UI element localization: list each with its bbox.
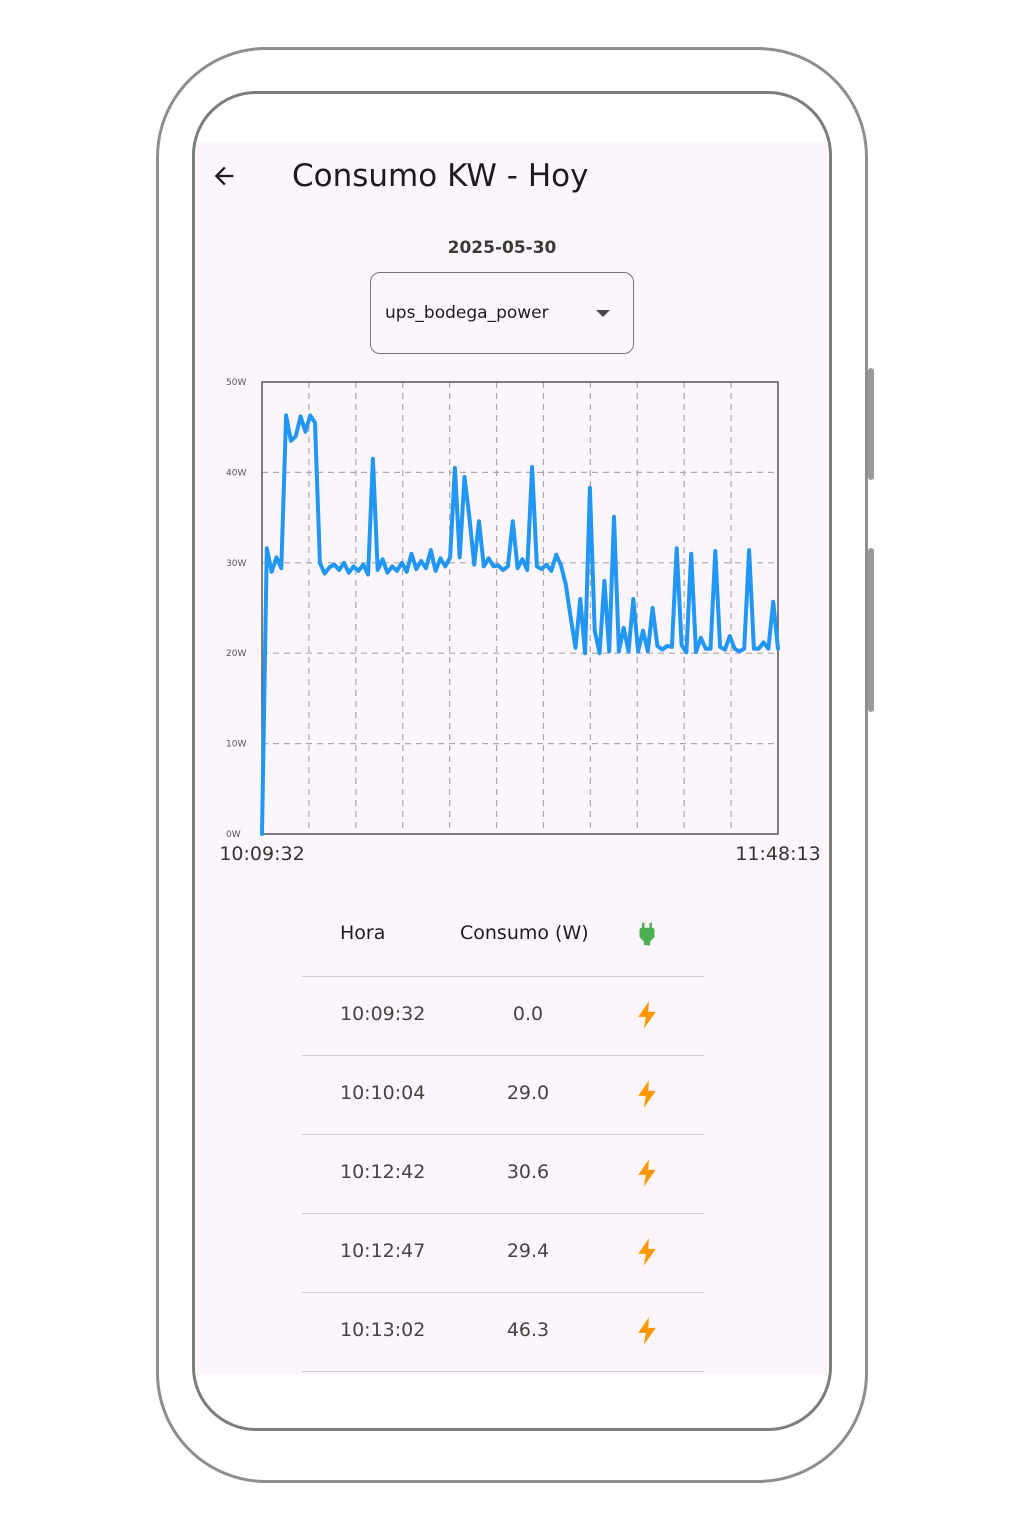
y-tick-label: 20W [226,649,246,659]
x-tick-label-start: 10:09:32 [219,843,304,865]
bolt-icon [638,1317,656,1345]
table-row: 10:13:02 46.3 [302,1293,704,1372]
bolt-icon [638,1080,656,1108]
bolt-icon [638,1159,656,1187]
sensor-dropdown[interactable]: ups_bodega_power [370,272,634,354]
table-header: Hora Consumo (W) [302,898,704,977]
y-tick-label: 0W [226,830,241,840]
app-screen: Consumo KW - Hoy 2025-05-30 ups_bodega_p… [196,142,828,1374]
cell-consumo: 29.0 [506,1082,550,1104]
plug-icon [639,922,655,946]
cell-hora: 10:12:42 [340,1161,426,1183]
chart-border [261,381,779,835]
cell-hora: 10:10:04 [340,1082,426,1104]
y-tick-label: 50W [226,378,246,388]
app-bar: Consumo KW - Hoy [196,142,828,218]
table-row: 10:12:42 30.6 [302,1135,704,1214]
sensor-dropdown-value: ups_bodega_power [385,303,549,323]
cell-consumo: 29.4 [506,1240,550,1262]
cell-hora: 10:09:32 [340,1003,426,1025]
series-line [260,413,780,836]
table-row: 10:12:47 29.4 [302,1214,704,1293]
cell-consumo: 46.3 [506,1319,550,1341]
cell-consumo: 30.6 [506,1161,550,1183]
table-row: 10:10:04 29.0 [302,1056,704,1135]
table-row: 10:09:32 0.0 [302,977,704,1056]
dropdown-arrow-icon [596,310,610,317]
back-button[interactable] [204,156,244,196]
cell-hora: 10:12:47 [340,1240,426,1262]
header-hora: Hora [340,922,386,944]
page-title: Consumo KW - Hoy [292,158,589,194]
bolt-icon [638,1238,656,1266]
power-line-chart: 0W 10W 20W 30W 40W 50W 10:09:32 11:48:13 [219,378,820,865]
x-tick-label-end: 11:48:13 [735,843,820,865]
arrow-left-icon [214,166,234,186]
phone-volume-button [868,368,874,480]
consumption-table: Hora Consumo (W) 10:09:32 0.0 10:10:04 29.0… [302,898,704,1372]
cell-consumo: 0.0 [512,1003,544,1025]
phone-power-button [868,548,874,712]
cell-hora: 10:13:02 [340,1319,426,1341]
y-tick-label: 10W [226,740,246,750]
y-tick-label: 30W [226,559,246,569]
header-consumo: Consumo (W) [460,922,589,944]
date-label: 2025-05-30 [447,238,557,258]
bolt-icon [638,1001,656,1029]
y-tick-label: 40W [226,468,246,478]
